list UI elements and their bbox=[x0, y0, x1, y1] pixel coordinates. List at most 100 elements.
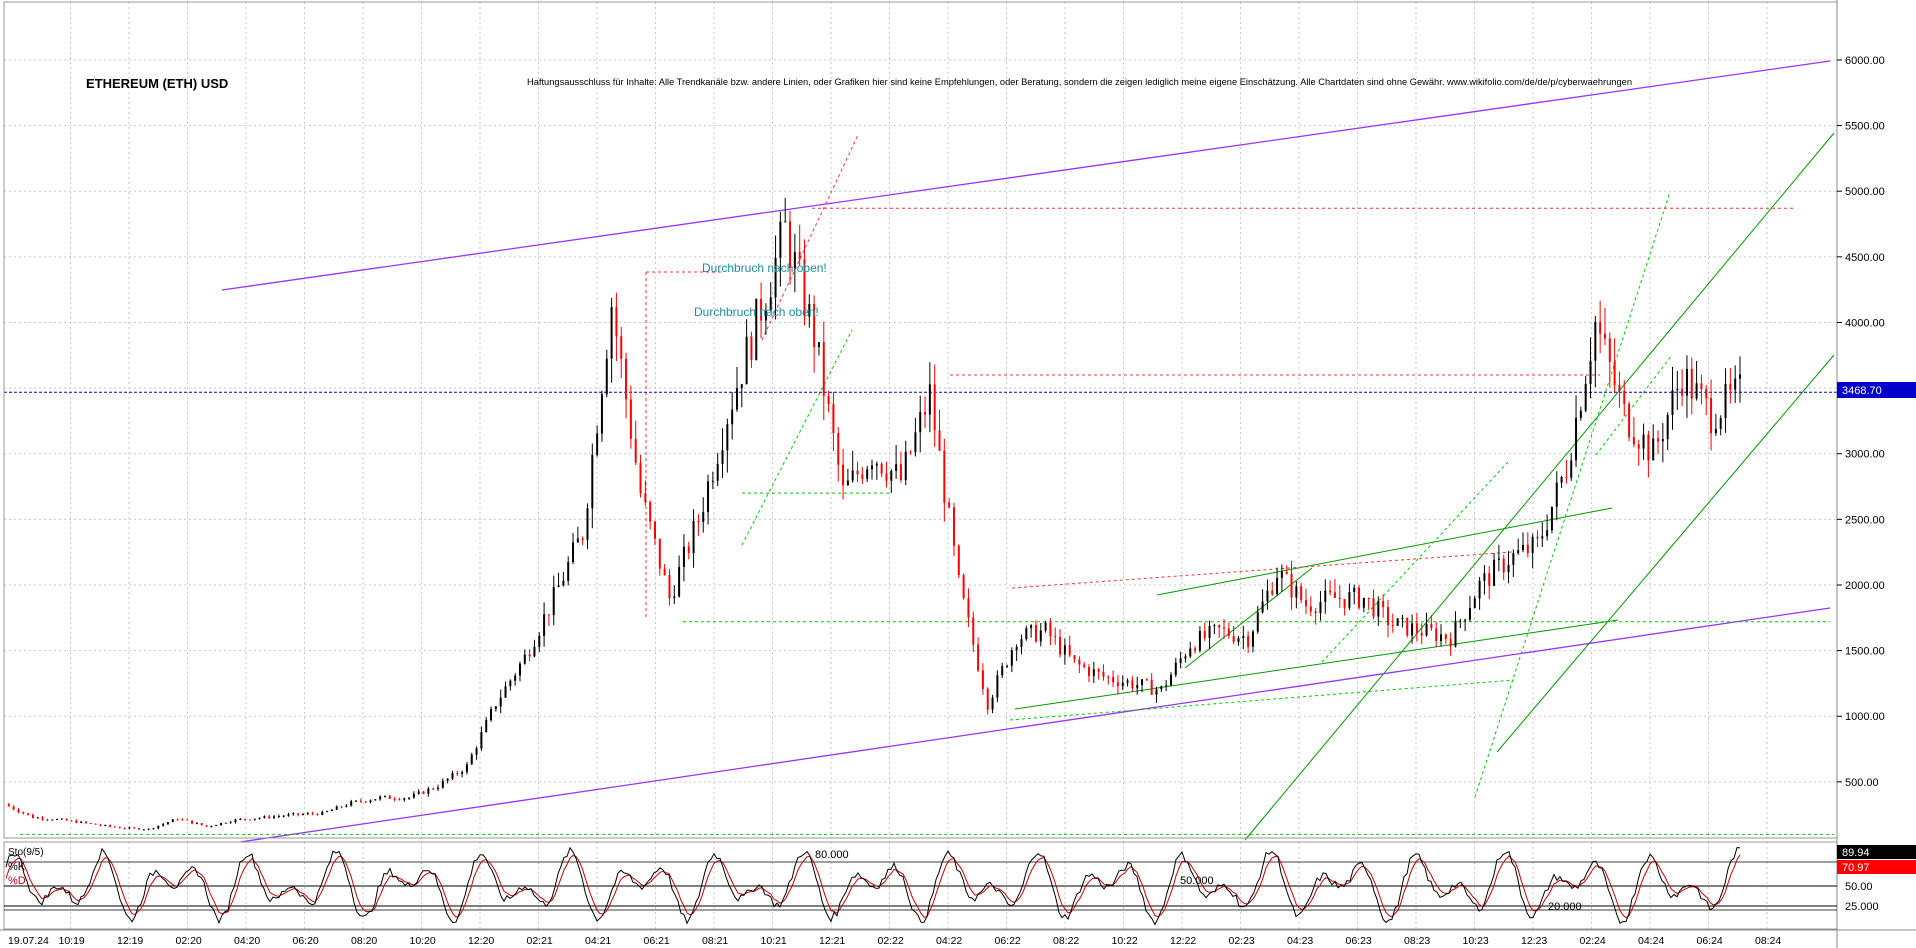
price-candle-body bbox=[1102, 671, 1105, 677]
y-tick-label: 1000.00 bbox=[1845, 711, 1885, 723]
price-candle-body bbox=[610, 307, 613, 359]
price-candle-body bbox=[707, 481, 710, 513]
price-candle-body bbox=[186, 819, 189, 821]
price-candle-body bbox=[634, 438, 637, 463]
price-candle-body bbox=[1507, 564, 1510, 573]
price-candle-body bbox=[533, 646, 536, 657]
x-tick-label: 10:23 bbox=[1463, 935, 1489, 947]
price-candle-body bbox=[1488, 573, 1491, 586]
price-candle-body bbox=[822, 342, 825, 396]
stoch-title: Sto(9/5) bbox=[8, 847, 44, 858]
price-candle-body bbox=[268, 816, 271, 818]
price-candle-body bbox=[1208, 625, 1211, 638]
stoch-level-80-label: 80.000 bbox=[815, 849, 849, 861]
price-candle-body bbox=[1464, 619, 1467, 621]
y-tick-label: 1500.00 bbox=[1845, 646, 1885, 658]
price-candle-body bbox=[663, 568, 666, 576]
price-candle-body bbox=[1661, 439, 1664, 442]
price-candle-body bbox=[586, 508, 589, 540]
price-candle-body bbox=[46, 819, 49, 821]
price-candle-body bbox=[1020, 639, 1023, 647]
price-candle-body bbox=[1319, 601, 1322, 614]
price-candle-body bbox=[1362, 597, 1365, 608]
price-candle-body bbox=[721, 450, 724, 465]
price-candle-body bbox=[335, 806, 338, 810]
x-tick-label: 12:20 bbox=[468, 935, 494, 947]
price-candle-body bbox=[316, 813, 319, 815]
price-candle-body bbox=[12, 806, 15, 810]
price-candle-body bbox=[591, 454, 594, 509]
price-candle-body bbox=[1116, 682, 1119, 687]
price-candle-body bbox=[1160, 686, 1163, 690]
price-candle-body bbox=[1247, 636, 1250, 647]
price-candle-body bbox=[1174, 662, 1177, 675]
price-candle-body bbox=[557, 585, 560, 587]
price-candle-body bbox=[1531, 536, 1534, 554]
price-candle-body bbox=[330, 809, 333, 812]
price-candle-body bbox=[1295, 586, 1298, 598]
price-candle-body bbox=[1261, 601, 1264, 613]
price-candle-body bbox=[239, 818, 242, 820]
price-candle-body bbox=[981, 670, 984, 689]
price-candle-body bbox=[277, 816, 280, 818]
price-candle-body bbox=[133, 827, 136, 829]
last-price-label: 3468.70 bbox=[1842, 385, 1882, 397]
price-candle-body bbox=[726, 424, 729, 451]
red-dashed-trend bbox=[761, 134, 859, 341]
disclaimer-text: Haftungsausschluss für Inhalte: Alle Tre… bbox=[527, 77, 1632, 88]
green-trend-line bbox=[1156, 507, 1613, 596]
price-candle-body bbox=[311, 813, 314, 815]
price-candle-body bbox=[543, 614, 546, 636]
price-candle-body bbox=[1194, 648, 1197, 651]
price-candle-body bbox=[547, 614, 550, 616]
y-tick-label: 5500.00 bbox=[1845, 121, 1885, 133]
price-candle-body bbox=[1425, 623, 1428, 636]
price-candle-body bbox=[779, 221, 782, 258]
green-trend-line bbox=[1244, 132, 1835, 841]
price-candle-body bbox=[1676, 388, 1679, 391]
price-candle-body bbox=[1203, 631, 1206, 638]
price-candle-body bbox=[1647, 434, 1650, 461]
price-candle-body bbox=[94, 823, 97, 825]
price-candle-body bbox=[1271, 590, 1274, 595]
price-candle-body bbox=[938, 430, 941, 451]
chart-title: ETHEREUM (ETH) USD bbox=[86, 76, 228, 91]
price-candle-body bbox=[687, 546, 690, 553]
price-candle-body bbox=[109, 824, 112, 827]
price-candle-body bbox=[928, 384, 931, 415]
price-candle-body bbox=[1044, 622, 1047, 631]
price-candle-body bbox=[1150, 679, 1153, 695]
price-candle-body bbox=[89, 822, 92, 824]
price-candle-body bbox=[1112, 676, 1115, 683]
price-candle-body bbox=[422, 791, 425, 794]
price-candle-body bbox=[253, 818, 256, 820]
price-candle-body bbox=[1522, 544, 1524, 551]
price-candle-body bbox=[441, 780, 444, 788]
price-candle-body bbox=[1468, 608, 1471, 620]
price-candle-body bbox=[504, 686, 507, 698]
price-candle-body bbox=[649, 502, 652, 522]
price-candle-body bbox=[851, 470, 854, 481]
price-candle-body bbox=[1068, 645, 1071, 656]
price-candle-body bbox=[1714, 428, 1717, 434]
price-candle-body bbox=[1218, 625, 1221, 628]
price-candle-body bbox=[639, 462, 642, 494]
price-candle-body bbox=[220, 822, 222, 826]
price-candle-body bbox=[1579, 410, 1582, 418]
price-candle-body bbox=[1546, 530, 1549, 537]
price-candle-body bbox=[673, 596, 676, 599]
price-candle-body bbox=[398, 799, 401, 801]
price-candle-body bbox=[379, 796, 382, 800]
x-tick-label: 06:23 bbox=[1346, 935, 1372, 947]
price-candle-body bbox=[774, 257, 777, 298]
price-candle-body bbox=[1642, 434, 1645, 449]
price-candle-body bbox=[528, 654, 531, 657]
price-candle-body bbox=[31, 814, 34, 819]
price-candle-body bbox=[952, 507, 955, 546]
price-candle-body bbox=[1613, 361, 1616, 386]
price-candle-body bbox=[56, 819, 59, 821]
red-dashed-trend bbox=[1011, 551, 1513, 589]
price-candle-body bbox=[350, 801, 353, 806]
price-candle-body bbox=[359, 800, 362, 802]
